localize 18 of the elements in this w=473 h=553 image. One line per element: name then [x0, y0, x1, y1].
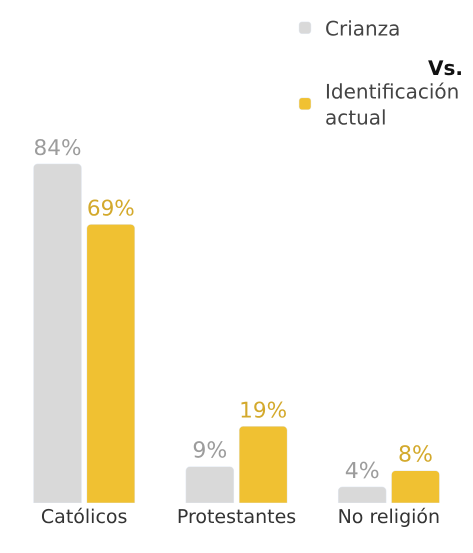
data-label: 19% [239, 398, 288, 424]
x-tick-label: No religión [338, 506, 440, 528]
bar [338, 486, 386, 503]
bar [238, 426, 288, 503]
legend-label: Crianza [325, 16, 400, 41]
x-tick-label: Protestantes [176, 506, 296, 528]
legend-label: Identificación actual [325, 80, 460, 130]
data-label: 8% [398, 442, 433, 468]
data-label: 9% [192, 438, 228, 464]
bar [186, 466, 234, 503]
bar [86, 224, 136, 503]
bar [391, 470, 440, 503]
data-label: 84% [34, 136, 82, 161]
x-tick-label: Católicos [40, 506, 128, 528]
data-label: 69% [86, 196, 135, 222]
bar [33, 164, 82, 503]
data-label: 4% [344, 458, 380, 484]
text: Vs. [428, 56, 463, 80]
